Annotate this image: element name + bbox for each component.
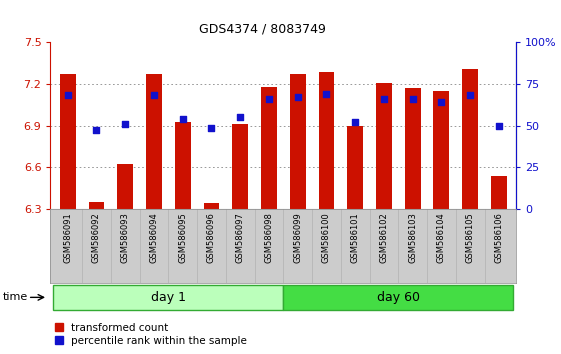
Point: [466, 92, 475, 98]
FancyBboxPatch shape: [283, 285, 513, 310]
Point: [322, 91, 331, 97]
Bar: [462, 69, 478, 209]
Text: day 60: day 60: [377, 291, 420, 304]
Text: GSM586098: GSM586098: [264, 212, 273, 263]
Point: [63, 92, 72, 98]
Point: [379, 97, 388, 102]
Bar: [347, 126, 363, 209]
Text: GSM586101: GSM586101: [351, 212, 360, 263]
Point: [437, 99, 446, 105]
Text: GSM586102: GSM586102: [379, 212, 388, 263]
Point: [207, 126, 216, 131]
Bar: [434, 91, 449, 209]
Text: GDS4374 / 8083749: GDS4374 / 8083749: [199, 22, 326, 35]
Text: GSM586093: GSM586093: [121, 212, 130, 263]
Bar: [319, 72, 334, 209]
Text: GSM586097: GSM586097: [236, 212, 245, 263]
Text: GSM586096: GSM586096: [207, 212, 216, 263]
Point: [121, 121, 130, 127]
Text: GSM586094: GSM586094: [149, 212, 158, 263]
Text: GSM586099: GSM586099: [293, 212, 302, 263]
Bar: [232, 124, 248, 209]
Text: GSM586092: GSM586092: [92, 212, 101, 263]
Bar: [404, 88, 421, 209]
Bar: [89, 202, 104, 209]
Text: GSM586106: GSM586106: [494, 212, 503, 263]
Text: GSM586105: GSM586105: [466, 212, 475, 263]
Text: GSM586095: GSM586095: [178, 212, 187, 263]
Point: [92, 127, 101, 133]
Text: GSM586104: GSM586104: [437, 212, 446, 263]
Bar: [117, 165, 133, 209]
Point: [178, 116, 187, 121]
Bar: [491, 176, 507, 209]
Point: [236, 115, 245, 120]
Bar: [261, 87, 277, 209]
Point: [264, 97, 273, 102]
Text: day 1: day 1: [151, 291, 186, 304]
FancyBboxPatch shape: [53, 285, 283, 310]
Bar: [175, 121, 191, 209]
Text: GSM586091: GSM586091: [63, 212, 72, 263]
Point: [408, 97, 417, 102]
Bar: [60, 74, 76, 209]
Bar: [290, 74, 306, 209]
Text: GSM586100: GSM586100: [322, 212, 331, 263]
Text: time: time: [3, 292, 28, 302]
Legend: transformed count, percentile rank within the sample: transformed count, percentile rank withi…: [50, 319, 251, 350]
Bar: [204, 203, 219, 209]
Bar: [146, 74, 162, 209]
Point: [494, 123, 503, 129]
Text: GSM586103: GSM586103: [408, 212, 417, 263]
Point: [351, 119, 360, 124]
Bar: [376, 83, 392, 209]
Point: [293, 94, 302, 99]
Point: [149, 92, 158, 98]
